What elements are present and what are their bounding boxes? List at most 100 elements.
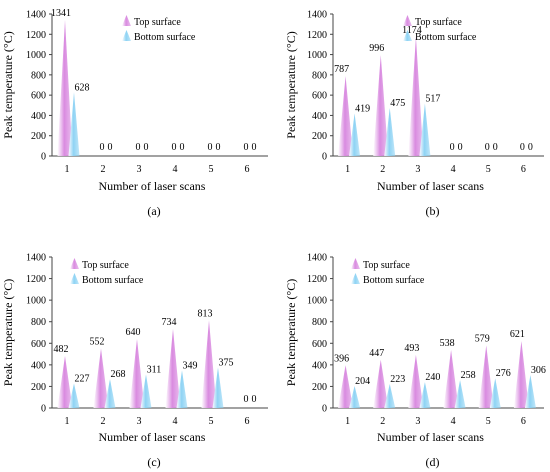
data-label: 0 (493, 142, 498, 153)
bar-top-surface (408, 354, 424, 408)
panel-caption: (a) (147, 204, 160, 218)
data-label: 475 (390, 98, 405, 109)
bar-bottom-surface (419, 103, 431, 156)
x-tick-label: 5 (486, 164, 491, 175)
data-label: 0 (244, 394, 249, 405)
bar-top-surface (513, 341, 529, 408)
bar-top-surface (93, 348, 109, 408)
x-tick-label: 1 (65, 416, 70, 427)
x-tick-label: 3 (137, 164, 142, 175)
bar-bottom-surface (68, 383, 80, 408)
x-tick-label: 5 (209, 164, 214, 175)
legend-label: Top surface (415, 17, 462, 28)
bar-top-surface (201, 320, 217, 408)
data-label: 1341 (51, 8, 71, 19)
y-tick-label: 1200 (26, 274, 46, 285)
y-tick-label: 800 (312, 70, 327, 81)
legend-swatch (122, 15, 131, 26)
data-label: 0 (216, 142, 221, 153)
bar-top-surface (373, 54, 389, 156)
bar-top-surface (478, 345, 494, 408)
y-tick-label: 1000 (26, 50, 46, 61)
y-tick-label: 1000 (307, 50, 327, 61)
x-tick-label: 5 (209, 416, 214, 427)
data-label: 0 (244, 142, 249, 153)
bar-top-surface (443, 349, 459, 408)
y-tick-label: 200 (312, 382, 327, 393)
legend-swatch (403, 15, 412, 26)
x-axis-title: Number of laser scans (99, 430, 206, 444)
y-tick-label: 1000 (26, 296, 46, 307)
y-tick-label: 800 (312, 317, 327, 328)
y-tick-label: 1200 (26, 30, 46, 41)
data-label: 396 (334, 353, 349, 364)
legend-label: Bottom surface (82, 275, 144, 286)
y-tick-label: 1000 (307, 296, 327, 307)
x-tick-label: 2 (380, 164, 385, 175)
y-tick-label: 0 (41, 152, 46, 163)
bar-bottom-surface (68, 92, 80, 156)
y-axis-title: Peak temperature (°C) (1, 279, 15, 386)
data-label: 240 (425, 372, 440, 383)
data-label: 734 (162, 317, 177, 328)
x-tick-label: 4 (451, 416, 456, 427)
data-label: 227 (75, 374, 90, 385)
data-label: 621 (510, 329, 525, 340)
y-tick-label: 600 (31, 339, 46, 350)
chart-panel-b: 0 200 400 600 800 1000 1200 1400 1 2 3 4 5 6 787 419 996… (284, 10, 544, 218)
legend-label: Bottom surface (134, 32, 196, 43)
chart-panel-c: 0 200 400 600 800 1000 1200 1400 1 2 3 4 5 6 482 227 552… (1, 253, 268, 469)
data-label: 0 (252, 394, 257, 405)
data-label: 268 (111, 369, 126, 380)
y-tick-label: 400 (31, 360, 46, 371)
legend-swatch (70, 273, 79, 284)
legend-swatch (403, 30, 412, 41)
legend-label: Top surface (134, 17, 181, 28)
panel-caption: (c) (147, 455, 160, 469)
data-label: 517 (425, 94, 440, 105)
x-axis-title: Number of laser scans (99, 179, 206, 193)
y-tick-label: 600 (31, 91, 46, 102)
y-tick-label: 1400 (307, 10, 327, 21)
y-tick-label: 400 (312, 360, 327, 371)
data-label: 813 (198, 308, 213, 319)
bar-bottom-surface (454, 380, 466, 408)
y-tick-label: 1200 (307, 274, 327, 285)
data-label: 0 (108, 142, 113, 153)
y-tick-label: 400 (312, 111, 327, 122)
data-label: 306 (531, 365, 546, 376)
x-tick-label: 1 (65, 164, 70, 175)
y-tick-label: 0 (322, 152, 327, 163)
data-label: 579 (475, 334, 490, 345)
bar-bottom-surface (489, 378, 501, 408)
data-label: 258 (461, 370, 476, 381)
bar-bottom-surface (349, 113, 361, 156)
y-axis-title: Peak temperature (°C) (1, 31, 15, 138)
data-label: 0 (100, 142, 105, 153)
data-label: 0 (528, 142, 533, 153)
y-axis-title: Peak temperature (°C) (284, 31, 298, 138)
x-tick-label: 1 (345, 164, 350, 175)
panel-caption: (d) (426, 455, 440, 469)
bar-bottom-surface (524, 374, 536, 408)
data-label: 223 (390, 374, 405, 385)
x-tick-label: 4 (451, 164, 456, 175)
x-tick-label: 2 (380, 416, 385, 427)
legend-label: Bottom surface (415, 32, 477, 43)
data-label: 0 (520, 142, 525, 153)
x-tick-label: 3 (415, 164, 420, 175)
legend-label: Top surface (82, 260, 129, 271)
data-label: 0 (172, 142, 177, 153)
data-label: 0 (180, 142, 185, 153)
bar-top-surface (338, 76, 354, 156)
y-tick-label: 400 (31, 111, 46, 122)
data-label: 996 (369, 43, 384, 54)
data-label: 482 (54, 344, 69, 355)
data-label: 276 (496, 368, 511, 379)
y-tick-label: 200 (31, 382, 46, 393)
x-tick-label: 6 (521, 416, 526, 427)
data-label: 1174 (402, 25, 422, 36)
legend-swatch (70, 258, 79, 269)
